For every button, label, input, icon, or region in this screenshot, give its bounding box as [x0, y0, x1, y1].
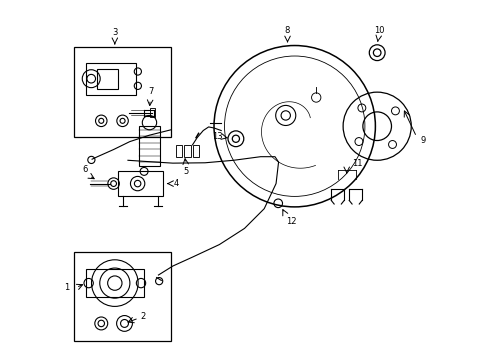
Text: 9: 9	[419, 136, 425, 145]
Text: 5: 5	[183, 167, 188, 176]
Bar	[74, 252, 171, 341]
Bar	[74, 47, 171, 137]
Bar	[118, 171, 163, 196]
Bar	[184, 145, 190, 157]
Text: 4: 4	[173, 179, 179, 188]
Text: 6: 6	[82, 165, 87, 174]
Text: 8: 8	[285, 26, 289, 35]
Text: 12: 12	[285, 217, 296, 226]
Bar	[150, 108, 155, 117]
Bar	[175, 145, 182, 157]
Bar	[139, 126, 159, 166]
Text: 1: 1	[64, 283, 69, 292]
Text: 2: 2	[140, 312, 145, 321]
Text: 11: 11	[351, 159, 362, 168]
Text: 10: 10	[373, 26, 384, 35]
Bar	[86, 63, 136, 95]
Bar	[97, 69, 118, 89]
Bar	[86, 270, 143, 297]
Text: 13: 13	[212, 132, 223, 141]
Text: 7: 7	[148, 87, 154, 96]
Bar	[192, 145, 199, 157]
Text: 3: 3	[112, 28, 117, 37]
